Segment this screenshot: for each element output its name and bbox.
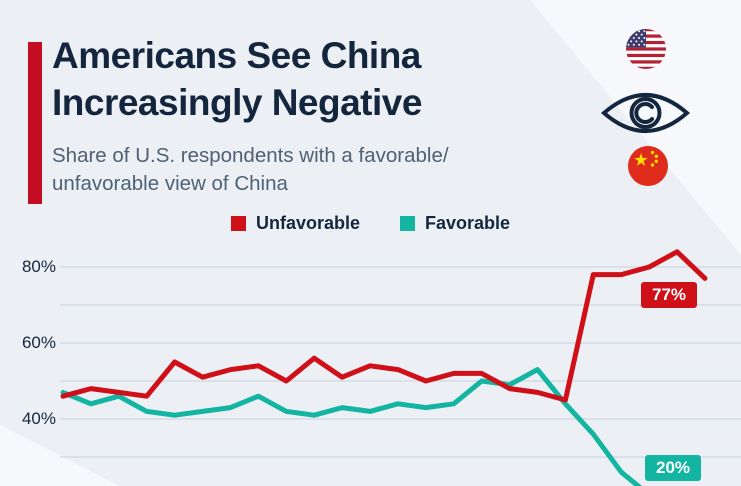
bottom-left-diagonal-shape — [0, 425, 120, 486]
us-flag-icon — [625, 28, 667, 75]
page-title: Americans See China Increasingly Negativ… — [52, 32, 422, 126]
eye-icon — [598, 84, 693, 147]
favorable-value-badge: 20% — [645, 455, 702, 481]
subtitle-line-1: Share of U.S. respondents with a favorab… — [52, 144, 449, 167]
favorable-line — [60, 367, 643, 486]
legend-swatch-favorable — [399, 216, 415, 231]
title-line-2: Increasingly Negative — [52, 82, 422, 123]
chart-subtitle: Share of U.S. respondents with a favorab… — [52, 142, 449, 198]
gridlines — [60, 266, 741, 458]
y-axis-label-80: 80% — [21, 257, 56, 276]
legend-label-favorable: Favorable — [424, 213, 511, 233]
legend-swatch-unfavorable — [230, 216, 246, 231]
legend-item-unfavorable: Unfavorable — [230, 213, 360, 234]
title-line-1: Americans See China — [52, 35, 421, 76]
legend-label-unfavorable: Unfavorable — [255, 213, 360, 233]
unfavorable-line — [60, 249, 708, 403]
legend-item-favorable: Favorable — [399, 213, 511, 234]
y-axis-label-60: 60% — [21, 333, 56, 352]
top-right-diagonal-shape — [530, 0, 741, 255]
unfavorable-value-badge: 77% — [641, 282, 698, 308]
china-flag-icon — [627, 145, 669, 192]
chart-legend: Unfavorable Favorable — [0, 213, 741, 234]
y-axis-label-40: 40% — [21, 409, 56, 428]
title-accent-bar — [28, 42, 42, 204]
subtitle-line-2: unfavorable view of China — [52, 172, 288, 195]
